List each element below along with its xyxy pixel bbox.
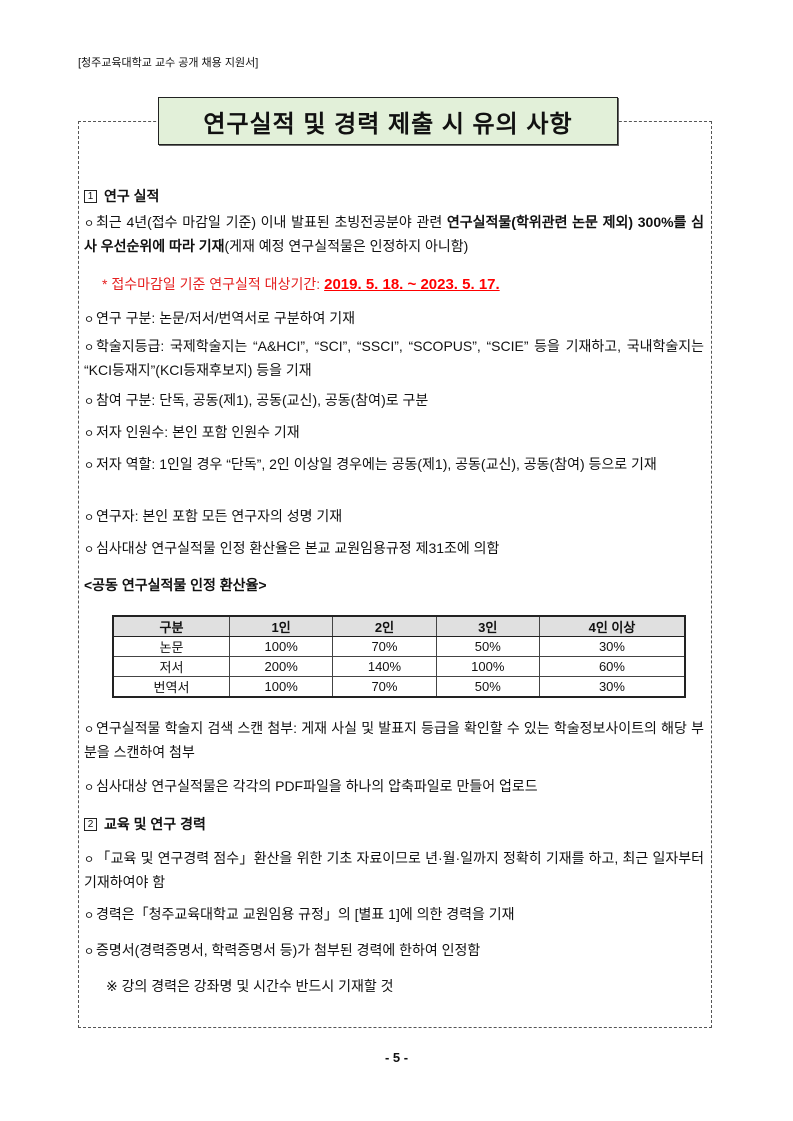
table-row: 저서 200% 140% 100% 60% <box>112 656 686 677</box>
bullet-icon: ㅇ <box>84 946 95 958</box>
section-heading-career: 2 교육 및 연구 경력 <box>84 814 206 834</box>
list-item: ㅇ 저자 역할: 1인일 경우 “단독”, 2인 이상일 경우에는 공동(제1),… <box>84 453 704 477</box>
bullet-icon: ㅇ <box>84 314 95 326</box>
table-cell: 140% <box>332 656 437 677</box>
item-text: 심사대상 연구실적물은 각각의 PDF파일을 하나의 압축파일로 만들어 업로드 <box>96 778 538 794</box>
bullet-icon: ㅇ <box>84 342 95 354</box>
bullet-icon: ㅇ <box>84 512 95 524</box>
page-number: - 5 - <box>384 1050 409 1065</box>
bullet-icon: ㅇ <box>84 910 95 922</box>
list-item: ㅇ 심사대상 연구실적물은 각각의 PDF파일을 하나의 압축파일로 만들어 업로… <box>84 775 704 799</box>
table-caption: <공동 연구실적물 인정 환산율> <box>84 577 267 593</box>
list-item: ㅇ 경력은「청주교육대학교 교원임용 규정」의 [별표 1]에 의한 경력을 기재 <box>84 903 704 927</box>
item-text: 저자 역할: 1인일 경우 “단독”, 2인 이상일 경우에는 공동(제1), … <box>96 456 657 472</box>
table-cell: 100% <box>435 656 540 677</box>
table-cell: 저서 <box>112 656 230 677</box>
column-header: 3인 <box>435 615 540 637</box>
column-header: 4인 이상 <box>538 615 686 637</box>
item-text: 증명서(경력증명서, 학력증명서 등)가 첨부된 경력에 한하여 인정함 <box>96 942 481 958</box>
section-number: 1 <box>84 189 97 203</box>
bullet-icon: ㅇ <box>84 460 95 472</box>
item-text: 참여 구분: 단독, 공동(제1), 공동(교신), 공동(참여)로 구분 <box>96 392 429 408</box>
list-item: ㅇ 연구자: 본인 포함 모든 연구자의 성명 기재 <box>84 505 704 529</box>
page-title: 연구실적 및 경력 제출 시 유의 사항 <box>158 97 618 145</box>
item-text: (게재 예정 연구실적물은 인정하지 아니함) <box>224 238 469 254</box>
table-header-row: 구분 1인 2인 3인 4인 이상 <box>112 615 686 637</box>
list-item: ㅇ 증명서(경력증명서, 학력증명서 등)가 첨부된 경력에 한하여 인정함 <box>84 939 704 963</box>
bullet-icon: ㅇ <box>84 854 95 866</box>
table-cell: 70% <box>332 636 437 657</box>
bullet-icon: ㅇ <box>84 218 95 230</box>
list-item: ㅇ 최근 4년(접수 마감일 기준) 이내 발표된 초빙전공분야 관련 연구실적물… <box>84 211 704 257</box>
column-header: 1인 <box>228 615 334 637</box>
table-cell: 60% <box>538 656 686 677</box>
section-heading-research: 1 연구 실적 <box>84 186 159 206</box>
table-cell: 100% <box>228 636 334 657</box>
period-label: * 접수마감일 기준 연구실적 대상기간: <box>102 276 321 292</box>
document-header: [청주교육대학교 교수 공개 채용 지원서] <box>78 57 259 69</box>
period-value: 2019. 5. 18. ~ 2023. 5. 17. <box>324 276 500 293</box>
list-item: ㅇ 저자 인원수: 본인 포함 인원수 기재 <box>84 421 704 445</box>
table-cell: 200% <box>228 656 334 677</box>
item-text: 저자 인원수: 본인 포함 인원수 기재 <box>96 424 300 440</box>
table-cell: 50% <box>435 676 540 698</box>
section-number: 2 <box>84 817 97 831</box>
item-text: 최근 4년(접수 마감일 기준) 이내 발표된 초빙전공분야 관련 <box>96 214 447 230</box>
table-cell: 100% <box>228 676 334 698</box>
item-text: 연구실적물 학술지 검색 스캔 첨부: 게재 사실 및 발표지 등급을 확인할 … <box>84 720 704 760</box>
list-item: ㅇ 심사대상 연구실적물 인정 환산율은 본교 교원임용규정 제31조에 의함 <box>84 537 704 561</box>
table-cell: 50% <box>435 636 540 657</box>
table-cell: 70% <box>332 676 437 698</box>
bullet-icon: ㅇ <box>84 782 95 794</box>
column-header: 구분 <box>112 615 230 637</box>
list-item: ㅇ 참여 구분: 단독, 공동(제1), 공동(교신), 공동(참여)로 구분 <box>84 389 704 413</box>
column-header: 2인 <box>332 615 437 637</box>
list-item: ㅇ 연구실적물 학술지 검색 스캔 첨부: 게재 사실 및 발표지 등급을 확인할… <box>84 717 704 763</box>
section-title: 교육 및 연구 경력 <box>104 816 206 832</box>
table-row: 논문 100% 70% 50% 30% <box>112 636 686 657</box>
bullet-icon: ㅇ <box>84 428 95 440</box>
item-text: 「교육 및 연구경력 점수」환산을 위한 기초 자료이므로 년·월·일까지 정확… <box>84 850 704 890</box>
period-notice: * 접수마감일 기준 연구실적 대상기간: 2019. 5. 18. ~ 2023… <box>102 274 500 294</box>
item-text-bold: 연구실적물(학위관련 논문 제외) 300%를 심사 우선순위에 따라 기재 <box>84 214 705 254</box>
bullet-icon: ㅇ <box>84 544 95 556</box>
list-item: ㅇ 연구 구분: 논문/저서/번역서로 구분하여 기재 <box>84 307 704 331</box>
bullet-icon: ㅇ <box>84 724 95 736</box>
item-text: 학술지등급: 국제학술지는 “A&HCI”, “SCI”, “SSCI”, “S… <box>84 338 704 378</box>
item-text: 경력은「청주교육대학교 교원임용 규정」의 [별표 1]에 의한 경력을 기재 <box>96 906 515 922</box>
table-cell: 30% <box>538 676 686 698</box>
list-item: ㅇ 학술지등급: 국제학술지는 “A&HCI”, “SCI”, “SSCI”, “… <box>84 335 704 381</box>
table-cell: 30% <box>538 636 686 657</box>
table-cell: 번역서 <box>112 676 230 698</box>
conversion-rate-table: 구분 1인 2인 3인 4인 이상 논문 100% 70% 50% 30% 저서 200% 1… <box>112 615 686 698</box>
note: ※ 강의 경력은 강좌명 및 시간수 반드시 기재할 것 <box>106 978 394 994</box>
table-cell: 논문 <box>112 636 230 657</box>
item-text: 연구 구분: 논문/저서/번역서로 구분하여 기재 <box>96 310 356 326</box>
item-text: 연구자: 본인 포함 모든 연구자의 성명 기재 <box>96 508 343 524</box>
item-text: 심사대상 연구실적물 인정 환산율은 본교 교원임용규정 제31조에 의함 <box>96 540 500 556</box>
list-item: ㅇ「교육 및 연구경력 점수」환산을 위한 기초 자료이므로 년·월·일까지 정… <box>84 847 704 893</box>
section-title: 연구 실적 <box>104 188 160 204</box>
bullet-icon: ㅇ <box>84 396 95 408</box>
table-row: 번역서 100% 70% 50% 30% <box>112 676 686 698</box>
